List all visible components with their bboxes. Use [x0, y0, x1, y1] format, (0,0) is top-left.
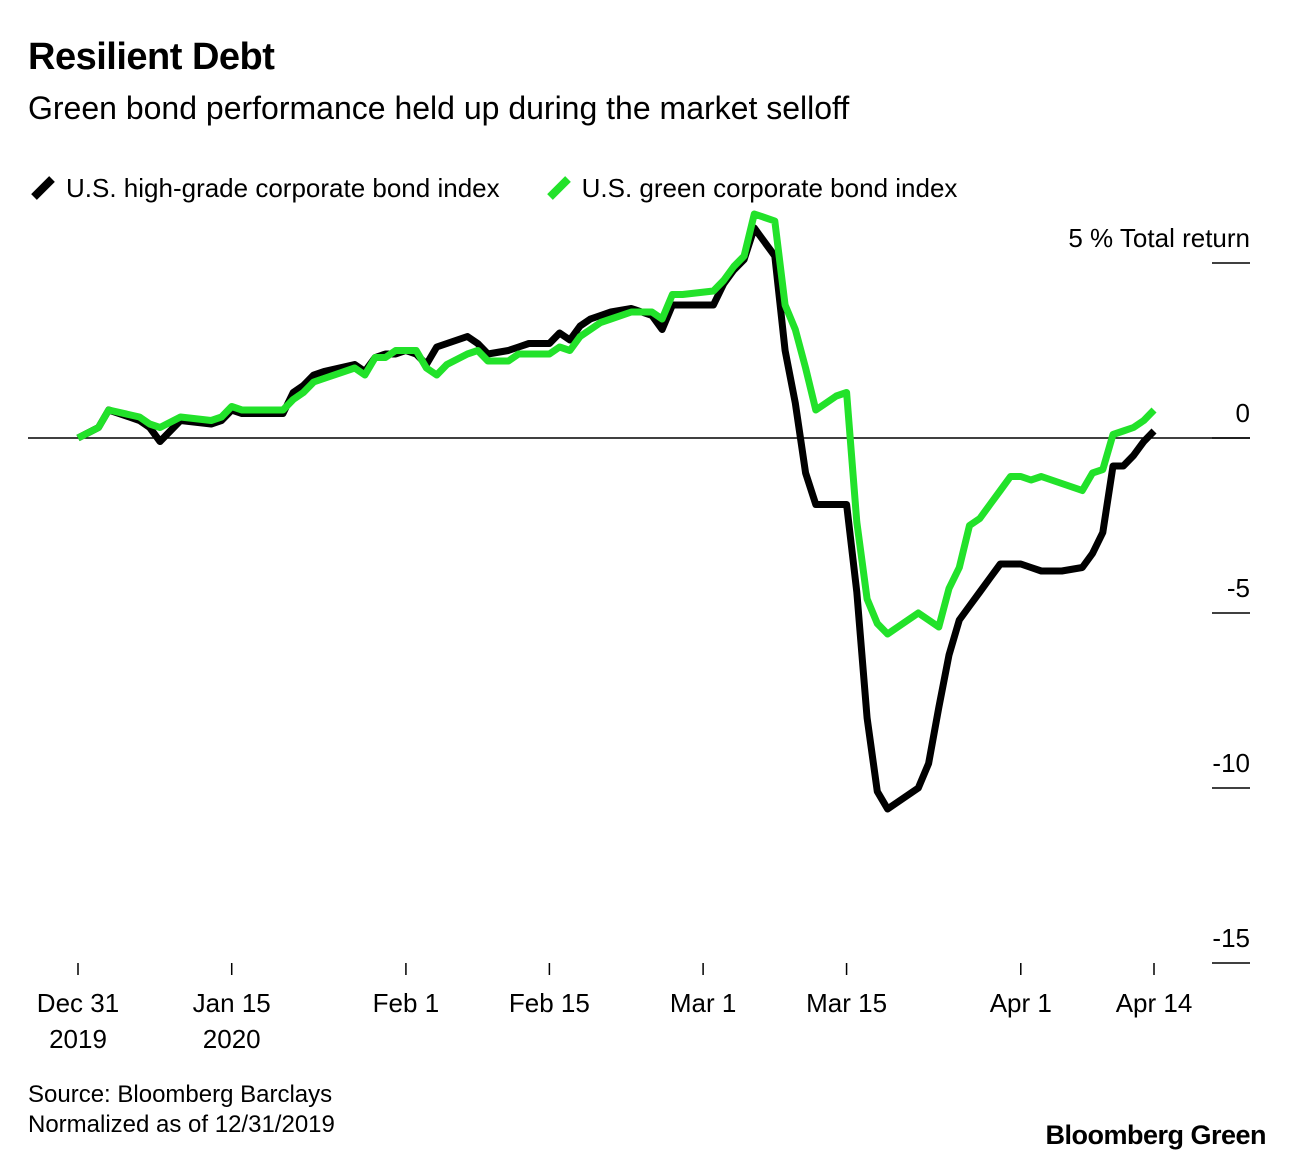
x-tick-label: Mar 1: [670, 988, 736, 1018]
source-text: Source: Bloomberg Barclays: [28, 1081, 333, 1108]
x-tick-label: Jan 15: [193, 988, 271, 1018]
series-layer: [76, 210, 1157, 813]
normalization-note: Normalized as of 12/31/2019: [28, 1111, 335, 1138]
series-line-green: [76, 210, 1157, 638]
x-tick-label: Apr 1: [990, 988, 1052, 1018]
brand-logo: Bloomberg Green: [1045, 1120, 1266, 1150]
series-line-high-grade: [76, 224, 1157, 813]
legend-swatch-high-grade: [31, 176, 55, 200]
y-axis: 5 % Total return 0 -5 -10 -15: [28, 223, 1250, 964]
y-tick-label: -15: [1212, 923, 1250, 953]
legend: U.S. high-grade corporate bond index U.S…: [28, 168, 1001, 208]
x-tick-label: Feb 15: [509, 988, 590, 1018]
legend-swatch-green: [546, 176, 571, 200]
legend-item-high-grade: U.S. high-grade corporate bond index: [28, 173, 500, 204]
x-axis: Dec 31 2019 Jan 15 2020 Feb 1 Feb 15 Mar 1 Mar …: [37, 963, 1193, 1054]
source-note: Source: Bloomberg Barclays Normalized as…: [28, 1080, 335, 1140]
x-tick-label: Dec 31: [37, 988, 119, 1018]
y-tick-label: -5: [1227, 573, 1250, 603]
chart-subtitle: Green bond performance held up during th…: [28, 90, 850, 126]
x-tick-year-label: 2019: [49, 1024, 107, 1054]
x-tick-label: Feb 1: [373, 988, 440, 1018]
legend-item-green: U.S. green corporate bond index: [544, 172, 958, 204]
legend-label-high-grade: U.S. high-grade corporate bond index: [66, 172, 500, 203]
y-tick-label: -10: [1212, 748, 1250, 778]
x-tick-label: Mar 15: [806, 988, 887, 1018]
y-tick-label: 0: [1236, 398, 1250, 428]
legend-label-green: U.S. green corporate bond index: [581, 172, 958, 203]
y-tick-label: 5 % Total return: [1068, 223, 1250, 253]
x-tick-year-label: 2020: [203, 1024, 261, 1054]
chart-title: Resilient Debt: [28, 36, 275, 78]
x-tick-label: Apr 14: [1116, 988, 1193, 1018]
